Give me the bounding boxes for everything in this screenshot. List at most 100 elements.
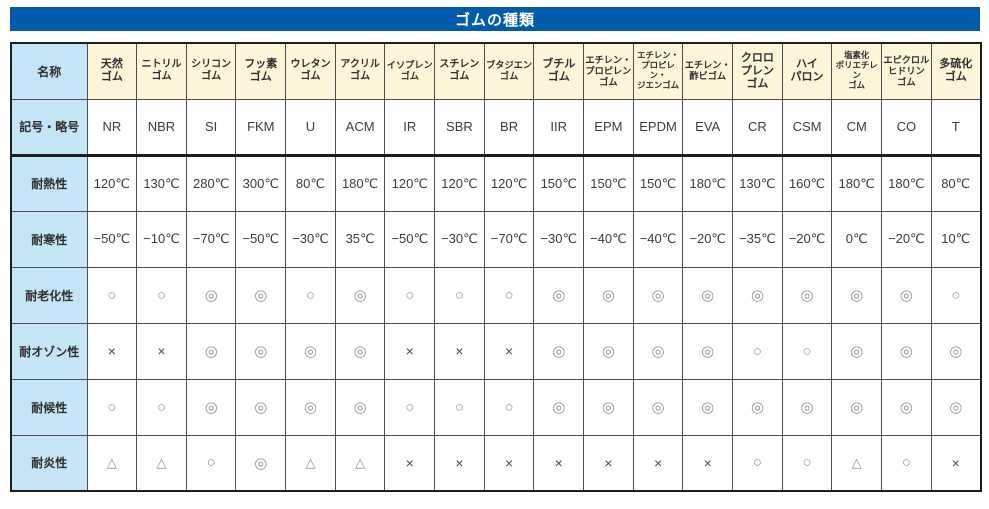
table-cell: ○ [384, 378, 436, 436]
column-header: エチレン・ プロピレン ゴム [583, 42, 634, 100]
table-cell: ◎ [930, 378, 982, 436]
table-cell: ◎ [781, 378, 833, 436]
table-cell: 120℃ [86, 154, 138, 212]
table-cell: 180℃ [831, 154, 882, 212]
table-cell: ◎ [285, 378, 336, 436]
table-cell: CO [881, 98, 932, 157]
table-cell: ◎ [881, 378, 932, 436]
table-cell: BR [483, 98, 535, 157]
column-header: アクリル ゴム [334, 42, 386, 100]
table-cell: ◎ [682, 322, 734, 380]
table-cell: 120℃ [434, 154, 485, 212]
table-cell: 10℃ [930, 210, 982, 268]
table-cell: × [483, 434, 535, 492]
column-header: ブチル ゴム [533, 42, 585, 100]
table-cell: × [384, 322, 436, 380]
table-cell: ◎ [632, 322, 684, 380]
table-cell: −40℃ [583, 210, 634, 268]
column-header: イソプレン ゴム [384, 42, 436, 100]
table-cell: ◎ [583, 322, 634, 380]
table-cell: EVA [682, 98, 734, 157]
table-cell: 300℃ [235, 154, 287, 212]
table-cell: 130℃ [136, 154, 187, 212]
row-label: 耐熱性 [10, 154, 88, 212]
table-cell: CR [732, 98, 783, 157]
table-cell: ◎ [235, 434, 287, 492]
table-cell: ◎ [235, 378, 287, 436]
table-cell: × [682, 434, 734, 492]
table-cell: ◎ [583, 266, 634, 324]
table-cell: ◎ [185, 266, 237, 324]
column-header: フッ素 ゴム [235, 42, 287, 100]
table-cell: U [285, 98, 336, 157]
table-cell: ◎ [682, 266, 734, 324]
table-cell: CM [831, 98, 882, 157]
table-cell: ◎ [583, 378, 634, 436]
table-cell: 35℃ [334, 210, 386, 268]
table-cell: 150℃ [533, 154, 585, 212]
column-header: クロロ プレン ゴム [732, 42, 783, 100]
table-cell: T [930, 98, 982, 157]
table-cell: ◎ [533, 322, 585, 380]
table-cell: ◎ [682, 378, 734, 436]
column-header: ハイ パロン [781, 42, 833, 100]
table-cell: ◎ [185, 378, 237, 436]
table-cell: ○ [881, 434, 932, 492]
table-cell: ◎ [781, 266, 833, 324]
table-cell: ◎ [533, 378, 585, 436]
table-cell: −50℃ [235, 210, 287, 268]
table-cell: ○ [136, 266, 187, 324]
table-cell: 0℃ [831, 210, 882, 268]
column-header: エチレン・ 酢ビゴム [682, 42, 734, 100]
table-cell: × [483, 322, 535, 380]
table-cell: EPM [583, 98, 634, 157]
table-cell: ○ [483, 378, 535, 436]
table-cell: 120℃ [483, 154, 535, 212]
table-cell: ○ [136, 378, 187, 436]
table-cell: × [434, 322, 485, 380]
column-header: エチレン・ プロピレン・ ジエンゴム [632, 42, 684, 100]
table-cell: × [136, 322, 187, 380]
column-header: ウレタン ゴム [285, 42, 336, 100]
column-header: 天然 ゴム [86, 42, 138, 100]
table-cell: ◎ [632, 378, 684, 436]
table-cell: 150℃ [632, 154, 684, 212]
table-cell: 280℃ [185, 154, 237, 212]
table-cell: △ [86, 434, 138, 492]
table-cell: ◎ [334, 378, 386, 436]
table-cell: ○ [185, 434, 237, 492]
table-cell: −20℃ [682, 210, 734, 268]
table-cell: 180℃ [334, 154, 386, 212]
table-cell: × [632, 434, 684, 492]
table-cell: × [434, 434, 485, 492]
table-cell: ○ [930, 266, 982, 324]
column-header: 多硫化 ゴム [930, 42, 982, 100]
table-cell: ◎ [533, 266, 585, 324]
page-title: ゴムの種類 [454, 11, 535, 29]
table-cell: 150℃ [583, 154, 634, 212]
table-cell: ○ [434, 378, 485, 436]
table-cell: SBR [434, 98, 485, 157]
column-header: エピクロル ヒドリン ゴム [881, 42, 932, 100]
table-cell: 180℃ [881, 154, 932, 212]
table-cell: NBR [136, 98, 187, 157]
table-cell: EPDM [632, 98, 684, 157]
table-cell: ◎ [185, 322, 237, 380]
table-cell: × [583, 434, 634, 492]
table-cell: ACM [334, 98, 386, 157]
table-cell: ◎ [235, 322, 287, 380]
row-label: 耐寒性 [10, 210, 88, 268]
table-cell: −30℃ [434, 210, 485, 268]
table-cell: △ [831, 434, 882, 492]
rubber-types-table-wrap: 名称 天然 ゴム ニトリル ゴム シリコン ゴム フッ素 ゴム ウレタン ゴム アクリル ゴ… [10, 42, 982, 492]
table-cell: △ [334, 434, 386, 492]
table-cell: × [930, 434, 982, 492]
table-cell: △ [136, 434, 187, 492]
table-cell: −40℃ [632, 210, 684, 268]
table-cell: NR [86, 98, 138, 157]
table-cell: −30℃ [285, 210, 336, 268]
table-cell: −50℃ [384, 210, 436, 268]
table-cell: △ [285, 434, 336, 492]
page: ゴムの種類 名称 天然 ゴム ニトリル ゴム シリコン ゴム フッ素 ゴム ウレタン ゴム… [10, 7, 982, 492]
rubber-types-table: 名称 天然 ゴム ニトリル ゴム シリコン ゴム フッ素 ゴム ウレタン ゴム アクリル ゴ… [10, 42, 982, 492]
